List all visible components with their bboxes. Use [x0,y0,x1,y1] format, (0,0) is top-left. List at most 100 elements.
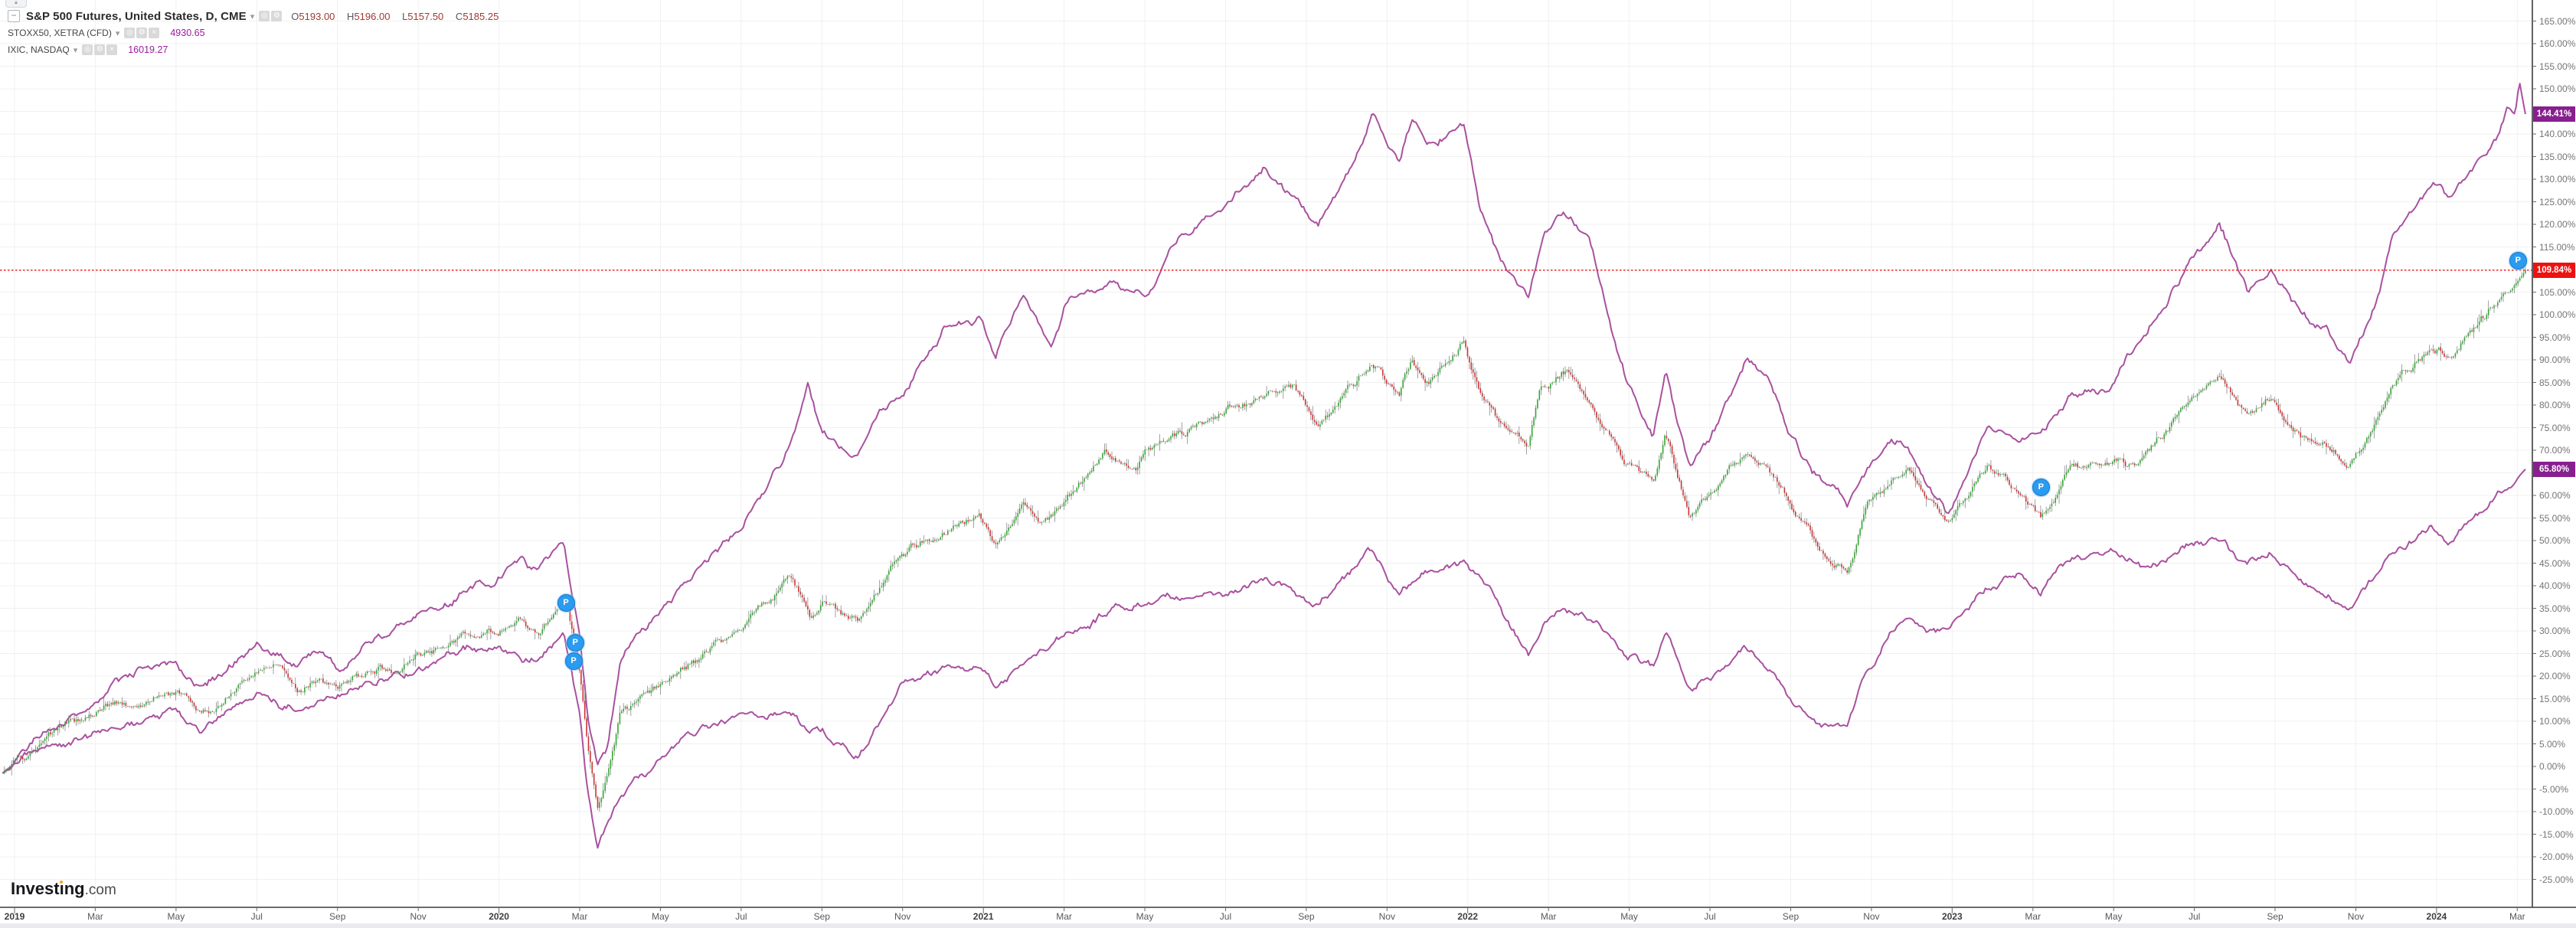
compare-symbol-row-stoxx[interactable]: STOXX50, XETRA (CFD) ▾ ◎ ⚙ × 4930.65 [8,25,508,41]
y-axis-label: 130.00% [2539,174,2576,185]
collapse-arrow-icon: ▲ [13,0,19,5]
nasdaq-price-badge: 144.41% [2533,106,2575,122]
compare-line-nasdaq[interactable] [2,83,2526,774]
y-axis-label: 105.00% [2539,286,2576,298]
y-axis-label: 50.00% [2539,535,2571,546]
orange-dot-icon [60,881,64,884]
horizontal-gridlines [0,21,2532,880]
x-axis-label: Jul [1704,911,1716,922]
symbol-title[interactable]: S&P 500 Futures, United States, D, CME [26,9,247,23]
y-axis-label: 35.00% [2539,603,2571,614]
chevron-down-icon[interactable]: ▾ [73,45,78,55]
close-value: 5185.25 [463,10,499,22]
y-axis-label: 80.00% [2539,400,2571,410]
stoxx-price-badge: 65.80% [2533,461,2575,477]
x-axis-label: Jul [250,911,263,922]
brand-suffix: .com [84,882,116,898]
x-axis-label: Nov [410,911,427,922]
eye-icon[interactable]: ◎ [82,44,93,55]
x-axis-label: Nov [894,911,911,922]
eye-icon[interactable]: ◎ [124,28,136,38]
close-icon[interactable]: × [106,44,118,55]
y-axis-label: 85.00% [2539,377,2571,388]
settings-gear-icon[interactable]: ⚙ [271,11,283,21]
event-marker-p[interactable]: P [564,652,583,671]
event-marker-p[interactable]: P [566,633,584,652]
y-axis-label: 120.00% [2539,219,2576,230]
candle-wicks [4,263,2526,812]
ohlc-values: O5193.00 H5196.00 L5157.50 C5185.25 [291,11,508,22]
x-axis-label: Sep [1298,911,1315,922]
compare-line-stoxx[interactable] [2,469,2526,849]
y-axis-label: 165.00% [2539,15,2576,27]
x-axis-label: Jul [1219,911,1232,922]
x-axis-label: Mar [1540,911,1557,922]
y-axis-label: 95.00% [2539,332,2571,343]
open-value: 5193.00 [299,10,335,22]
x-axis-label: 2024 [2426,911,2447,922]
close-key: C [455,10,463,22]
y-axis-label: 75.00% [2539,422,2571,433]
y-axis-label: 90.00% [2539,355,2571,365]
x-axis-label: Jul [735,911,747,922]
x-axis-label: May [1620,911,1638,922]
x-axis-label: Mar [571,911,588,922]
x-axis-label: Mar [2509,911,2525,922]
y-axis-label: 125.00% [2539,196,2576,207]
y-axis-label: 20.00% [2539,671,2571,681]
compare-symbol-name[interactable]: IXIC, NASDAQ [8,44,70,55]
settings-gear-icon[interactable]: ⚙ [136,28,148,38]
compare-symbol-row-ixic[interactable]: IXIC, NASDAQ ▾ ◎ ⚙ × 16019.27 [8,41,508,58]
bottom-scrollbar-strip[interactable] [0,923,2576,928]
x-axis-label: 2020 [489,911,509,922]
toolbar-collapse-tab[interactable]: ▲ [5,0,27,8]
settings-gear-icon[interactable]: ⚙ [94,44,106,55]
x-axis-label: Sep [813,911,830,922]
x-axis-label: Nov [2347,911,2365,922]
y-axis-label: 25.00% [2539,648,2571,659]
y-axis-label: -20.00% [2539,851,2574,862]
y-axis-label: 40.00% [2539,580,2571,591]
x-axis-label: Sep [329,911,346,922]
x-axis-label: Sep [2267,911,2283,922]
low-key: L [402,10,408,22]
event-marker-p[interactable]: P [2032,479,2050,497]
chevron-down-icon[interactable]: ▾ [115,28,120,38]
compare-symbol-value: 4930.65 [170,28,205,38]
x-axis-label: Sep [1782,911,1800,922]
brand-text: Investı ng [11,879,85,898]
eye-icon[interactable]: ◎ [259,11,270,21]
y-axis-label: -15.00% [2539,828,2574,840]
open-key: O [291,10,299,22]
close-icon[interactable]: × [149,28,160,38]
high-key: H [347,10,355,22]
y-axis-label: 10.00% [2539,716,2571,727]
x-axis-label: Mar [87,911,103,922]
x-axis-label: May [167,911,185,922]
main-symbol-row[interactable]: − S&P 500 Futures, United States, D, CME… [8,8,508,25]
x-axis-label: Jul [2188,911,2201,922]
y-axis-label: 45.00% [2539,557,2571,569]
y-axis-label: 150.00% [2539,83,2576,94]
y-axis-label: 100.00% [2539,309,2576,320]
y-axis-label: 70.00% [2539,445,2571,456]
legend-collapse-icon[interactable]: − [8,10,20,22]
legend: − S&P 500 Futures, United States, D, CME… [8,8,508,58]
compare-symbol-value: 16019.27 [128,44,168,55]
event-marker-p[interactable]: P [557,594,575,613]
x-axis-label: 2023 [1941,911,1963,922]
low-value: 5157.50 [407,10,444,22]
y-axis-label: -10.00% [2539,806,2574,817]
y-axis-label: -5.00% [2539,783,2569,795]
x-axis-label: Mar [2025,911,2042,922]
candles-up [3,270,2526,809]
event-marker-p[interactable]: P [2509,251,2527,270]
compare-symbol-name[interactable]: STOXX50, XETRA (CFD) [8,28,112,38]
y-axis-label: 15.00% [2539,693,2571,704]
y-axis-label: 55.00% [2539,512,2571,524]
y-axis-label: 30.00% [2539,626,2571,636]
high-value: 5196.00 [354,10,391,22]
chevron-down-icon[interactable]: ▾ [250,11,255,21]
y-axis-label: 60.00% [2539,490,2571,501]
